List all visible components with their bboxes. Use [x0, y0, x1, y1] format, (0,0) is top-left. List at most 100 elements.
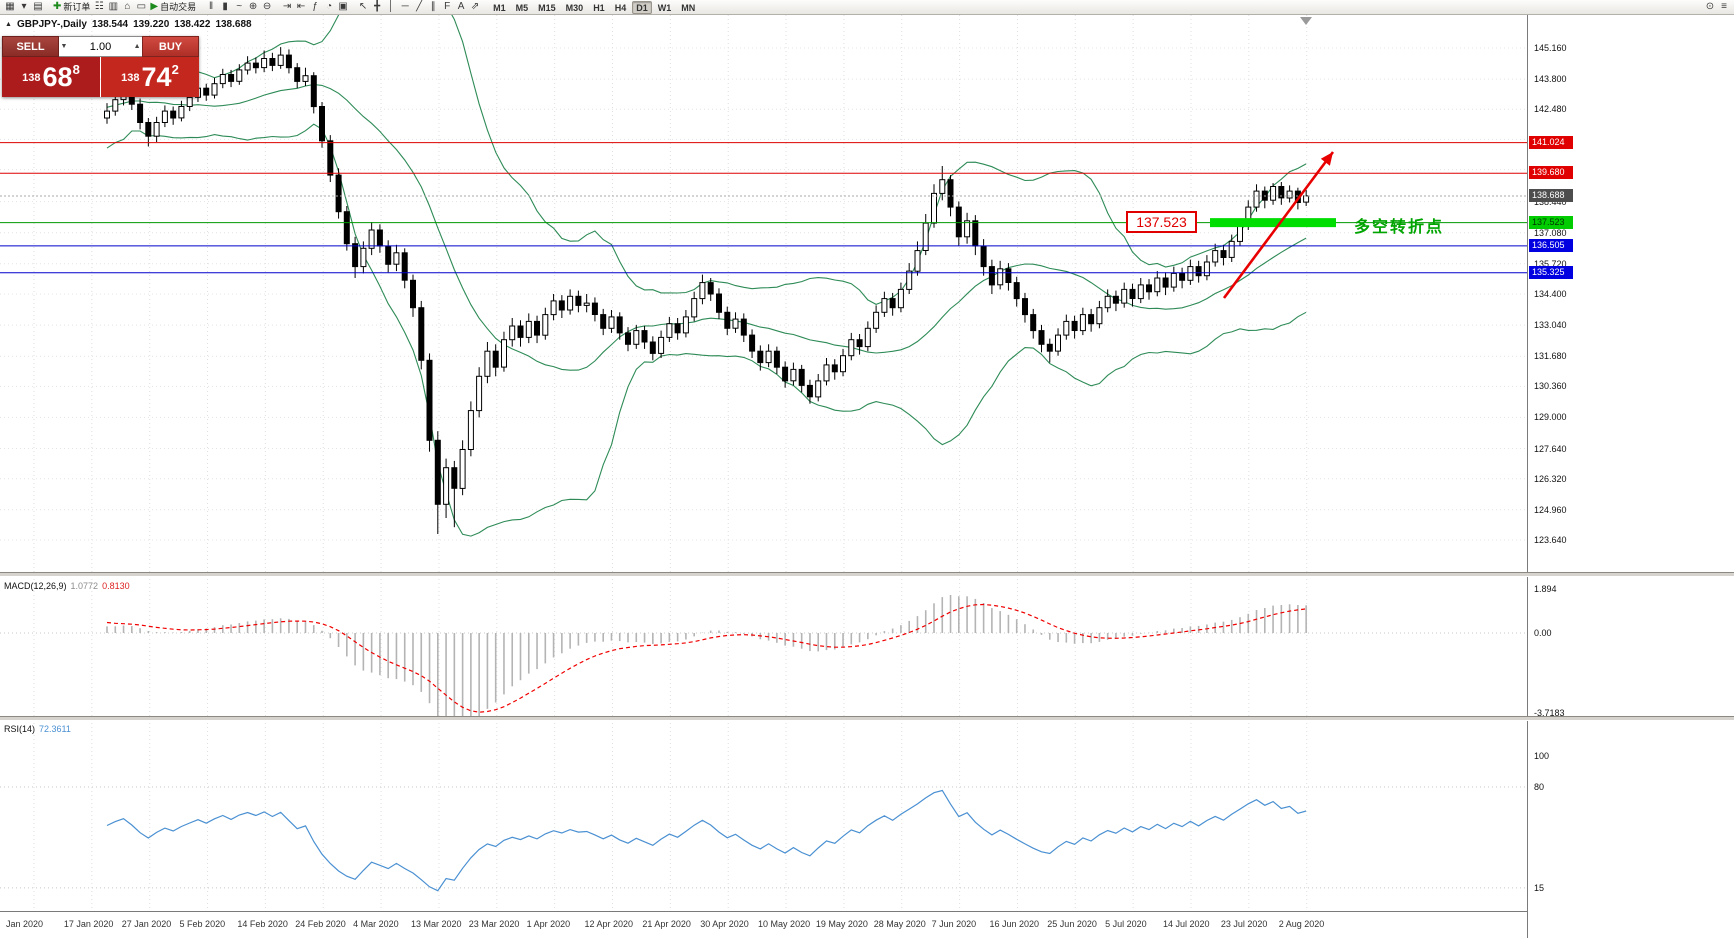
timeframe-h4-button[interactable]: H4 — [614, 2, 627, 13]
panel-splitter[interactable] — [0, 572, 1734, 577]
indicators-icon[interactable]: ƒ — [308, 1, 322, 14]
volume-down-button[interactable]: ▼ — [60, 43, 68, 50]
date-label: 5 Jul 2020 — [1105, 919, 1147, 929]
options-icon: ≡ — [1721, 1, 1727, 12]
new-order-icon[interactable]: ✚ 新订单 — [51, 1, 92, 14]
timeframe-m5-button[interactable]: M5 — [515, 2, 529, 13]
data-window-icon: ▥ — [108, 1, 119, 12]
date-label: Jan 2020 — [6, 919, 44, 929]
timeframe-w1-button[interactable]: W1 — [657, 2, 672, 13]
trendline-icon[interactable]: ╱ — [412, 1, 426, 14]
ohlc-open: 138.544 — [91, 19, 129, 30]
price-axis[interactable]: 145.160143.800142.480138.440137.080135.7… — [1527, 15, 1734, 938]
one-click-trading-panel: SELL ▼ ▲ BUY 138 68 8 138 74 2 — [2, 36, 199, 97]
autotrading-icon-label: 自动交易 — [160, 2, 197, 12]
date-label: 27 Jan 2020 — [121, 919, 172, 929]
timeframe-h1-button[interactable]: H1 — [593, 2, 605, 13]
search-icon[interactable]: ⊙ — [1703, 1, 1717, 14]
vertical-line-icon[interactable]: │ — [384, 1, 398, 14]
timeframe-m30-button[interactable]: M30 — [565, 2, 584, 13]
axis-label: 127.640 — [1534, 443, 1567, 454]
ohlc-close: 138.688 — [215, 19, 252, 30]
bar-chart-icon[interactable]: ‖ — [204, 1, 218, 14]
autotrading-icon: ▶ — [150, 1, 159, 12]
periods-icon[interactable]: ◔ — [322, 1, 336, 14]
market-watch-icon: ☷ — [94, 1, 104, 12]
navigator-icon[interactable]: ⌂ — [120, 1, 134, 14]
new-chart-icon[interactable]: ▦ — [3, 1, 17, 14]
timeframe-m15-button[interactable]: M15 — [538, 2, 556, 13]
templates-icon[interactable]: ▣ — [336, 1, 350, 14]
ohlc-high: 139.220 — [133, 19, 170, 30]
axis-label: 80 — [1534, 782, 1545, 793]
date-label: 23 Jul 2020 — [1220, 919, 1268, 929]
data-window-icon[interactable]: ▥ — [106, 1, 120, 14]
date-label: 5 Feb 2020 — [179, 919, 226, 929]
buy-price-display[interactable]: 138 74 2 — [101, 57, 199, 97]
date-label: 12 Apr 2020 — [584, 919, 634, 929]
price-marker-141.024: 141.024 — [1529, 135, 1573, 149]
rsi-value: 72.3611 — [39, 724, 71, 734]
date-label: 14 Jul 2020 — [1163, 919, 1210, 929]
cursor-icon[interactable]: ↖ — [356, 1, 370, 14]
fibonacci-icon[interactable]: F — [440, 1, 454, 14]
turning-point-text[interactable]: 多空转折点 — [1354, 219, 1445, 236]
line-chart-icon[interactable]: ~ — [232, 1, 246, 14]
horizontal-line-icon[interactable]: ─ — [398, 1, 412, 14]
axis-label: 129.000 — [1534, 412, 1567, 423]
new-order-icon: ✚ — [53, 1, 62, 12]
macd-signal-value: 0.8130 — [102, 581, 130, 591]
chart-shift-icon[interactable]: ⇤ — [294, 1, 308, 14]
ohlc-toggle-icon[interactable]: ▲ — [5, 21, 12, 28]
timeframe-mn-button[interactable]: MN — [681, 2, 696, 13]
sell-price-display[interactable]: 138 68 8 — [2, 57, 100, 97]
options-icon[interactable]: ≡ — [1717, 1, 1731, 14]
date-label: 21 Apr 2020 — [642, 919, 691, 929]
candlestick-icon[interactable]: ▮ — [218, 1, 232, 14]
date-label: 25 Jun 2020 — [1047, 919, 1097, 929]
time-axis[interactable]: Jan 2020 17 Jan 2020 27 Jan 2020 5 Feb 2020… — [0, 911, 1527, 938]
timeframe-m1-button[interactable]: M1 — [493, 2, 506, 13]
date-label: 28 May 2020 — [873, 919, 926, 929]
channel-icon[interactable]: ∥ — [426, 1, 440, 14]
terminal-icon[interactable]: ▭ — [134, 1, 148, 14]
price-marker-135.325: 135.325 — [1529, 265, 1573, 279]
crosshair-icon[interactable]: ╋ — [370, 1, 384, 14]
date-label: 16 Jun 2020 — [989, 919, 1039, 929]
profiles-icon[interactable]: ▤ — [31, 1, 45, 14]
axis-label: 145.160 — [1534, 43, 1567, 53]
auto-scroll-icon[interactable]: ⇥ — [280, 1, 294, 14]
buy-button[interactable]: BUY — [142, 36, 199, 57]
date-label: 19 May 2020 — [815, 919, 868, 929]
market-watch-icon[interactable]: ☷ — [92, 1, 106, 14]
axis-label: 0.00 — [1534, 628, 1552, 638]
date-label: 30 Apr 2020 — [700, 919, 749, 929]
axis-label: 134.400 — [1534, 288, 1567, 299]
axis-label: 135.720 — [1534, 258, 1567, 269]
channel-icon: ∥ — [430, 1, 436, 12]
cursor-icon: ↖ — [358, 1, 368, 12]
macd-name: MACD(12,26,9) — [4, 581, 67, 591]
periods-icon: ◔ — [326, 1, 333, 12]
zoom-out-icon[interactable]: ⊖ — [260, 1, 274, 14]
arrows-tool-icon[interactable]: ⇗ — [468, 1, 482, 14]
auto-scroll-icon: ⇥ — [282, 1, 292, 12]
macd-panel-label: MACD(12,26,9) 1.0772 0.8130 — [4, 581, 130, 591]
text-tool-icon[interactable]: A — [454, 1, 468, 14]
sell-button[interactable]: SELL — [2, 36, 59, 57]
price-marker-138.688: 138.688 — [1529, 188, 1573, 202]
price-chart-canvas[interactable] — [0, 0, 1527, 938]
volume-input[interactable] — [68, 40, 133, 53]
support-price-label[interactable]: 137.523 — [1126, 211, 1197, 233]
chart-symbol-period: GBPJPY-,Daily — [16, 19, 87, 30]
chart-list-caret-icon[interactable]: ▾ — [17, 1, 31, 14]
date-label: 1 Apr 2020 — [526, 919, 571, 929]
zoom-in-icon[interactable]: ⊕ — [246, 1, 260, 14]
panel-splitter[interactable] — [0, 716, 1734, 721]
timeframe-d1-button[interactable]: D1 — [632, 0, 652, 14]
autotrading-icon[interactable]: ▶ 自动交易 — [148, 1, 198, 14]
volume-up-button[interactable]: ▲ — [133, 43, 141, 50]
horizontal-line-icon: ─ — [401, 1, 409, 12]
sell-price-prefix: 138 — [22, 72, 41, 84]
zoom-out-icon: ⊖ — [262, 1, 272, 12]
